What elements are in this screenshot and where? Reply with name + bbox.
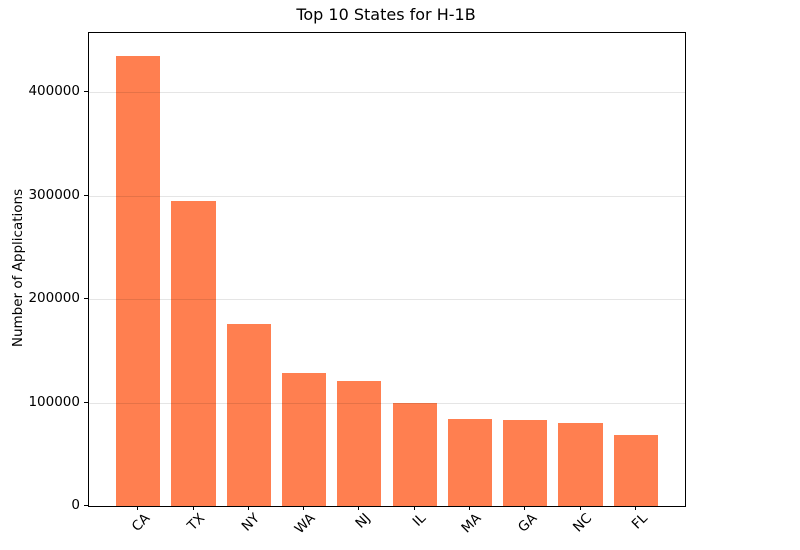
y-tick-label-400000: 400000 [28, 83, 80, 99]
x-tick-mark-FL [634, 506, 636, 510]
gridline-100000 [89, 402, 685, 404]
x-tick-label-NY: NY [239, 510, 264, 535]
x-tick-label-WA: WA [291, 510, 319, 538]
chart-title: Top 10 States for H-1B [296, 5, 476, 24]
x-tick-mark-IL [413, 506, 415, 510]
x-tick-mark-MA [468, 506, 470, 510]
x-tick-label-CA: CA [128, 510, 153, 535]
y-axis-label-text: Number of Applications [10, 188, 26, 348]
y-tick-mark-200000 [84, 298, 88, 299]
x-tick-mark-WA [303, 506, 305, 510]
plot-area [88, 32, 686, 507]
y-tick-label-300000: 300000 [28, 186, 80, 203]
y-tick-label-200000: 200000 [28, 290, 80, 306]
x-tick-mark-TX [192, 506, 194, 510]
x-tick-mark-NJ [358, 506, 360, 510]
x-tick-mark-NY [247, 506, 249, 510]
x-tick-label-GA: GA [514, 510, 540, 536]
bar-WA [282, 372, 327, 506]
bar-NY [226, 323, 271, 506]
y-tick-label-100000: 100000 [28, 393, 80, 410]
x-tick-label-IL: IL [409, 510, 430, 530]
y-tick-mark-300000 [84, 194, 88, 196]
gridline-400000 [89, 92, 685, 93]
bar-FL [613, 434, 658, 506]
x-tick-mark-CA [137, 506, 139, 510]
gridline-300000 [89, 195, 685, 197]
x-tick-mark-NC [579, 506, 581, 510]
bar-IL [392, 402, 437, 506]
y-tick-label-0: 0 [71, 497, 80, 513]
x-tick-mark-GA [524, 506, 526, 510]
bar-TX [171, 200, 216, 506]
x-tick-label-MA: MA [458, 510, 485, 537]
bar-NC [558, 423, 603, 506]
x-tick-label-TX: TX [184, 510, 209, 534]
y-tick-mark-100000 [84, 401, 88, 403]
bar-CA [116, 55, 161, 506]
x-tick-label-FL: FL [628, 510, 651, 533]
bar-GA [503, 420, 548, 506]
y-tick-mark-400000 [84, 91, 88, 92]
gridline-200000 [89, 299, 685, 300]
bar-MA [447, 419, 492, 506]
x-tick-label-NC: NC [569, 510, 596, 536]
y-tick-mark-0 [84, 505, 88, 506]
bar-NJ [337, 380, 382, 506]
x-tick-label-NJ: NJ [352, 510, 375, 532]
